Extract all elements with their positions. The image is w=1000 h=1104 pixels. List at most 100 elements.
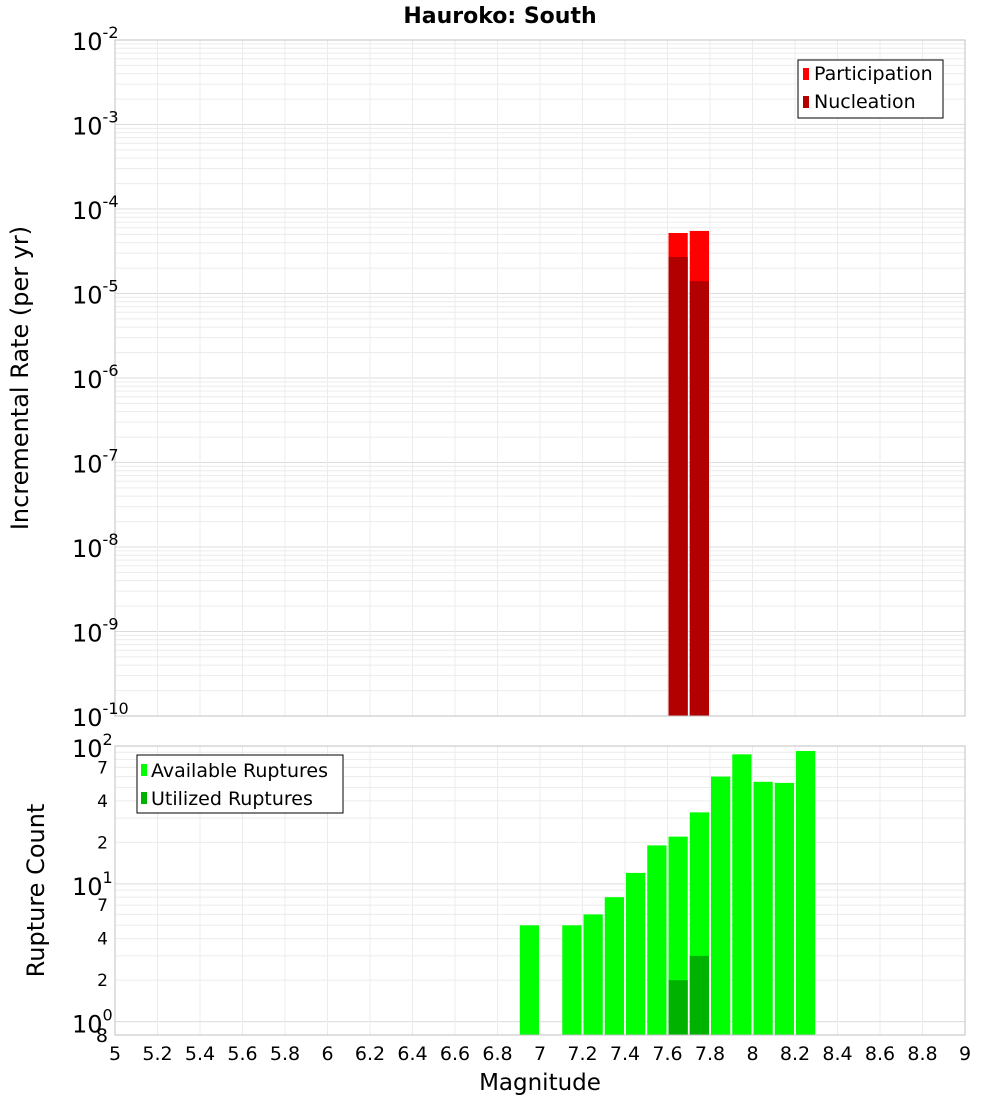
count-legend-label: Utilized Ruptures (151, 788, 313, 810)
rate-y-tick-base: 10 (72, 535, 103, 563)
rate-y-tick-base: 10 (72, 282, 103, 310)
available-bar-8.15 (774, 782, 794, 1035)
rate-y-tick-base: 10 (72, 197, 103, 225)
count-y-minor-tick-label: 4 (97, 792, 108, 812)
count-x-tick-label: 7 (534, 1043, 546, 1065)
count-x-tick-label: 8 (746, 1043, 758, 1065)
count-y-major-tick-label: 102 (72, 730, 113, 763)
count-legend-swatch (141, 764, 147, 776)
count-x-tick-label: 6.4 (397, 1043, 427, 1065)
available-bar-7.35 (604, 897, 624, 1035)
count-legend-swatch (141, 792, 147, 804)
count-x-tick-label: 6.8 (482, 1043, 512, 1065)
nucleation-bar-7.75 (689, 281, 709, 716)
rate-y-tick-base: 10 (72, 28, 103, 56)
count-x-tick-label: 5.4 (185, 1043, 215, 1065)
rate-y-tick-label: 10-5 (72, 277, 119, 310)
count-y-minor-tick-label: 2 (97, 971, 108, 991)
available-bar-7.25 (583, 914, 603, 1035)
count-legend: Available Ruptures Utilized Ruptures (136, 754, 344, 814)
count-y-minor-tick-label: 7 (97, 758, 108, 778)
count-y-major-tick-label: 100 (72, 1006, 113, 1039)
rate-y-tick-label: 10-10 (72, 699, 129, 732)
rate-y-tick-label: 10-8 (72, 530, 119, 563)
rate-y-tick-exponent: -2 (103, 23, 119, 42)
count-x-tick-label: 6 (321, 1043, 333, 1065)
rate-y-tick-label: 10-9 (72, 615, 119, 648)
count-y-tick-base: 10 (72, 1011, 103, 1039)
rate-y-tick-base: 10 (72, 620, 103, 648)
count-x-tick-label: 7.8 (695, 1043, 725, 1065)
count-x-tick-label: 5.2 (142, 1043, 172, 1065)
count-y-minor-tick-label: 7 (97, 896, 108, 916)
available-bar-7.45 (626, 872, 646, 1035)
rate-y-tick-exponent: -3 (103, 108, 119, 127)
rate-legend-swatch (803, 96, 809, 108)
count-grid (114, 746, 966, 1035)
count-x-tick-label: 5.8 (270, 1043, 300, 1065)
rate-y-tick-label: 10-4 (72, 192, 119, 225)
count-x-tick-label: 7.2 (567, 1043, 597, 1065)
count-x-tick-label: 8.8 (907, 1043, 937, 1065)
available-bar-7.85 (711, 776, 731, 1035)
rate-y-tick-exponent: -9 (103, 615, 119, 634)
chart-title: Hauroko: South (403, 4, 596, 29)
count-y-major-tick-label: 101 (72, 868, 113, 901)
count-y-axis-label: Rupture Count (22, 804, 50, 978)
available-bar-7.55 (647, 845, 667, 1035)
count-x-tick-label: 8.2 (780, 1043, 810, 1065)
count-y-tick-exponent: 1 (103, 868, 113, 887)
rate-y-tick-label: 10-3 (72, 108, 119, 141)
count-x-tick-label: 8.4 (822, 1043, 852, 1065)
count-x-ticks: 5 5.2 5.4 5.6 5.8 6 6.2 6.4 6.6 6.8 7 7.2 7.4 7.6 7.8 8… (109, 1043, 971, 1065)
count-y-tick-base: 10 (72, 873, 103, 901)
count-legend-label: Available Ruptures (151, 760, 328, 782)
rate-y-tick-label: 10-7 (72, 446, 119, 479)
count-legend-box (136, 754, 344, 814)
count-y-tick-base: 10 (72, 735, 103, 763)
rate-legend-label: Nucleation (814, 91, 916, 113)
rate-y-tick-base: 10 (72, 113, 103, 141)
available-bar-7.15 (562, 925, 582, 1035)
rate-y-tick-base: 10 (72, 704, 103, 732)
rate-y-tick-base: 10 (72, 451, 103, 479)
count-x-tick-label: 7.4 (610, 1043, 640, 1065)
rate-plot-border (114, 39, 966, 717)
rate-y-tick-exponent: -8 (103, 530, 119, 549)
available-bar-7.95 (732, 754, 752, 1035)
rate-y-tick-label: 10-2 (72, 23, 119, 56)
available-bar-8.05 (753, 781, 773, 1035)
rate-grid (114, 40, 966, 717)
count-x-tick-label: 6.2 (355, 1043, 385, 1065)
rate-panel: 10-1010-910-810-710-610-510-410-310-2Hau… (6, 4, 966, 732)
count-x-tick-label: 7.6 (652, 1043, 682, 1065)
rate-y-tick-exponent: -5 (103, 277, 119, 296)
rate-y-tick-exponent: -7 (103, 446, 119, 465)
available-bar-6.95 (519, 925, 539, 1035)
count-y-minor-tick-label: 4 (97, 930, 108, 950)
count-x-tick-label: 5.6 (227, 1043, 257, 1065)
utilized-ruptures-bars (668, 955, 709, 1035)
count-y-minor-tick-label: 2 (97, 833, 108, 853)
rate-y-tick-label: 10-6 (72, 361, 119, 394)
count-x-tick-label: 9 (959, 1043, 971, 1065)
nucleation-bar-7.65 (668, 257, 688, 716)
count-y-tick-exponent: 2 (103, 730, 113, 749)
count-x-axis-label: Magnitude (479, 1070, 601, 1096)
rate-y-tick-exponent: -10 (103, 699, 129, 718)
count-x-tick-label: 8.6 (865, 1043, 895, 1065)
rate-legend-box (797, 59, 944, 119)
available-bar-8.25 (796, 750, 816, 1035)
count-x-tick-label: 5 (109, 1043, 121, 1065)
utilized-bar-7.75 (689, 955, 709, 1035)
rate-y-tick-exponent: -4 (103, 192, 119, 211)
rate-legend-swatch (803, 68, 809, 80)
count-x-tick-label: 6.6 (440, 1043, 470, 1065)
count-y-tick-exponent: 0 (103, 1006, 113, 1025)
rate-y-tick-base: 10 (72, 366, 103, 394)
